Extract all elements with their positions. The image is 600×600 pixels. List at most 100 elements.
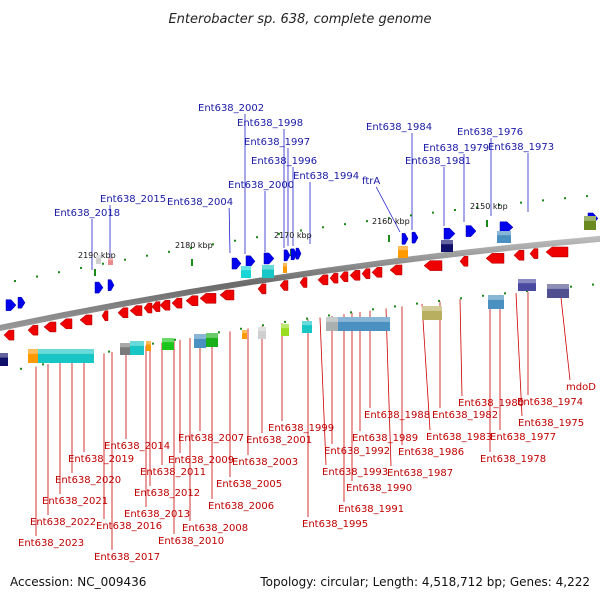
gene-label-bottom[interactable]: Ent638_1978	[480, 454, 546, 465]
forward-gene-arrow[interactable]	[231, 257, 242, 270]
reverse-gene-arrow[interactable]	[339, 271, 349, 282]
gene-label-bottom[interactable]: Ent638_2003	[232, 457, 298, 468]
gene-label-top[interactable]: Ent638_1981	[405, 156, 471, 167]
gene-label-bottom[interactable]: Ent638_1993	[322, 467, 388, 478]
gene-label-bottom[interactable]: Ent638_1992	[324, 446, 390, 457]
forward-gene-arrow[interactable]	[465, 225, 477, 237]
feature-highlight	[130, 341, 144, 346]
forward-gene-arrow[interactable]	[283, 249, 291, 262]
gene-label-bottom[interactable]: Ent638_2023	[18, 538, 84, 549]
gene-label-top[interactable]: Ent638_1997	[244, 137, 310, 148]
gene-label-bottom[interactable]: Ent638_1977	[490, 432, 556, 443]
reverse-gene-arrow[interactable]	[101, 310, 109, 322]
gene-label-bottom[interactable]: Ent638_1990	[346, 483, 412, 494]
gene-label-bottom[interactable]: Ent638_2016	[96, 521, 162, 532]
reverse-gene-arrow[interactable]	[59, 318, 73, 330]
gene-label-bottom[interactable]: Ent638_1991	[338, 504, 404, 515]
gene-label-bottom[interactable]: mdoD	[566, 382, 596, 393]
forward-gene-arrow[interactable]	[411, 231, 419, 244]
reverse-gene-arrow[interactable]	[171, 297, 183, 309]
gene-label-top[interactable]: Ent638_1973	[488, 142, 554, 153]
reverse-gene-arrow[interactable]	[317, 274, 329, 286]
gene-label-bottom[interactable]: Ent638_2005	[216, 479, 282, 490]
gene-label-bottom[interactable]: Ent638_2011	[140, 467, 206, 478]
gene-label-bottom[interactable]: Ent638_2021	[42, 496, 108, 507]
forward-gene-arrow[interactable]	[295, 247, 302, 260]
reverse-gene-arrow[interactable]	[529, 248, 539, 259]
reverse-gene-arrow[interactable]	[185, 295, 199, 306]
reverse-gene-arrow[interactable]	[513, 250, 525, 261]
reverse-gene-arrow[interactable]	[3, 329, 15, 341]
reverse-gene-arrow[interactable]	[299, 277, 308, 288]
gene-label-bottom[interactable]: Ent638_2006	[208, 501, 274, 512]
gene-label-bottom[interactable]: Ent638_1989	[352, 433, 418, 444]
reverse-gene-arrow[interactable]	[43, 321, 57, 333]
gene-label-top[interactable]: Ent638_2002	[198, 103, 264, 114]
forward-gene-arrow[interactable]	[245, 255, 256, 268]
gene-label-bottom[interactable]: Ent638_1983	[426, 432, 492, 443]
reverse-gene-arrow[interactable]	[143, 302, 153, 314]
forward-gene-arrow[interactable]	[443, 227, 456, 240]
reverse-gene-arrow[interactable]	[117, 307, 129, 319]
gene-label-bottom[interactable]: Ent638_2008	[182, 523, 248, 534]
reverse-gene-arrow[interactable]	[459, 256, 469, 267]
reverse-gene-arrow[interactable]	[349, 270, 361, 281]
reverse-gene-arrow[interactable]	[219, 289, 235, 301]
forward-gene-arrow[interactable]	[17, 296, 26, 309]
reverse-gene-arrow[interactable]	[361, 268, 371, 279]
gene-label-top[interactable]: Ent638_1998	[237, 118, 303, 129]
gene-label-bottom[interactable]: Ent638_2010	[158, 536, 224, 547]
gene-label-bottom[interactable]: Ent638_1980	[458, 398, 524, 409]
reverse-gene-arrow[interactable]	[151, 301, 161, 312]
reverse-gene-arrow[interactable]	[279, 280, 289, 291]
gene-label-bottom[interactable]: Ent638_1988	[364, 410, 430, 421]
reverse-gene-arrow[interactable]	[159, 299, 171, 311]
forward-gene-arrow[interactable]	[5, 299, 17, 311]
reverse-gene-arrow[interactable]	[129, 305, 143, 316]
gene-label-bottom[interactable]: Ent638_1975	[518, 418, 584, 429]
gene-label-top[interactable]: ftrA	[362, 176, 380, 187]
gene-label-top[interactable]: Ent638_2015	[100, 194, 166, 205]
gene-label-bottom[interactable]: Ent638_1995	[302, 519, 368, 530]
gene-label-bottom[interactable]: Ent638_2007	[178, 433, 244, 444]
gene-label-top[interactable]: Ent638_1976	[457, 127, 523, 138]
gene-label-bottom[interactable]: Ent638_2019	[68, 454, 134, 465]
reverse-gene-arrow[interactable]	[257, 283, 267, 295]
gene-label-bottom[interactable]: Ent638_2001	[246, 435, 312, 446]
forward-gene-arrow[interactable]	[94, 281, 104, 294]
gene-label-bottom[interactable]: Ent638_1974	[517, 397, 583, 408]
gene-label-bottom[interactable]: Ent638_2014	[104, 441, 170, 452]
reverse-gene-arrow[interactable]	[545, 246, 569, 258]
gene-label-top[interactable]: Ent638_2000	[228, 180, 294, 191]
gene-label-top[interactable]: Ent638_1996	[251, 156, 317, 167]
reverse-gene-arrow[interactable]	[199, 293, 217, 304]
reverse-gene-arrow[interactable]	[27, 324, 39, 336]
forward-gene-arrow[interactable]	[263, 252, 275, 265]
gene-label-bottom[interactable]: Ent638_1987	[387, 468, 453, 479]
forward-gene-arrow[interactable]	[107, 279, 115, 291]
gene-label-bottom[interactable]: Ent638_2013	[124, 509, 190, 520]
gene-label-bottom[interactable]: Ent638_1999	[268, 423, 334, 434]
gene-label-top[interactable]: Ent638_1984	[366, 122, 432, 133]
gene-label-top[interactable]: Ent638_2018	[54, 208, 120, 219]
gene-label-bottom[interactable]: Ent638_2022	[30, 517, 96, 528]
reverse-gene-arrow[interactable]	[423, 260, 443, 271]
reverse-gene-arrow[interactable]	[371, 267, 383, 278]
reverse-gene-arrow[interactable]	[389, 264, 403, 276]
reverse-gene-arrow[interactable]	[79, 314, 93, 326]
gene-label-bottom[interactable]: Ent638_2017	[94, 552, 160, 563]
gene-label-bottom[interactable]: Ent638_2020	[55, 475, 121, 486]
gene-label-top[interactable]: Ent638_2004	[167, 197, 233, 208]
reverse-gene-arrow[interactable]	[329, 272, 339, 284]
forward-gene-arrow[interactable]	[499, 221, 514, 234]
gene-label-bottom[interactable]: Ent638_1982	[432, 410, 498, 421]
reverse-gene-arrow[interactable]	[485, 253, 505, 264]
gene-label-bottom[interactable]: Ent638_2012	[134, 488, 200, 499]
gene-label-bottom[interactable]: Ent638_1986	[398, 447, 464, 458]
gene-label-top[interactable]: Ent638_1979	[423, 143, 489, 154]
feature-highlight	[441, 240, 453, 245]
forward-gene-arrow[interactable]	[401, 233, 409, 245]
forward-gene-arrow[interactable]	[290, 248, 298, 261]
gene-label-bottom[interactable]: Ent638_2009	[168, 455, 234, 466]
gene-label-top[interactable]: Ent638_1994	[293, 171, 359, 182]
